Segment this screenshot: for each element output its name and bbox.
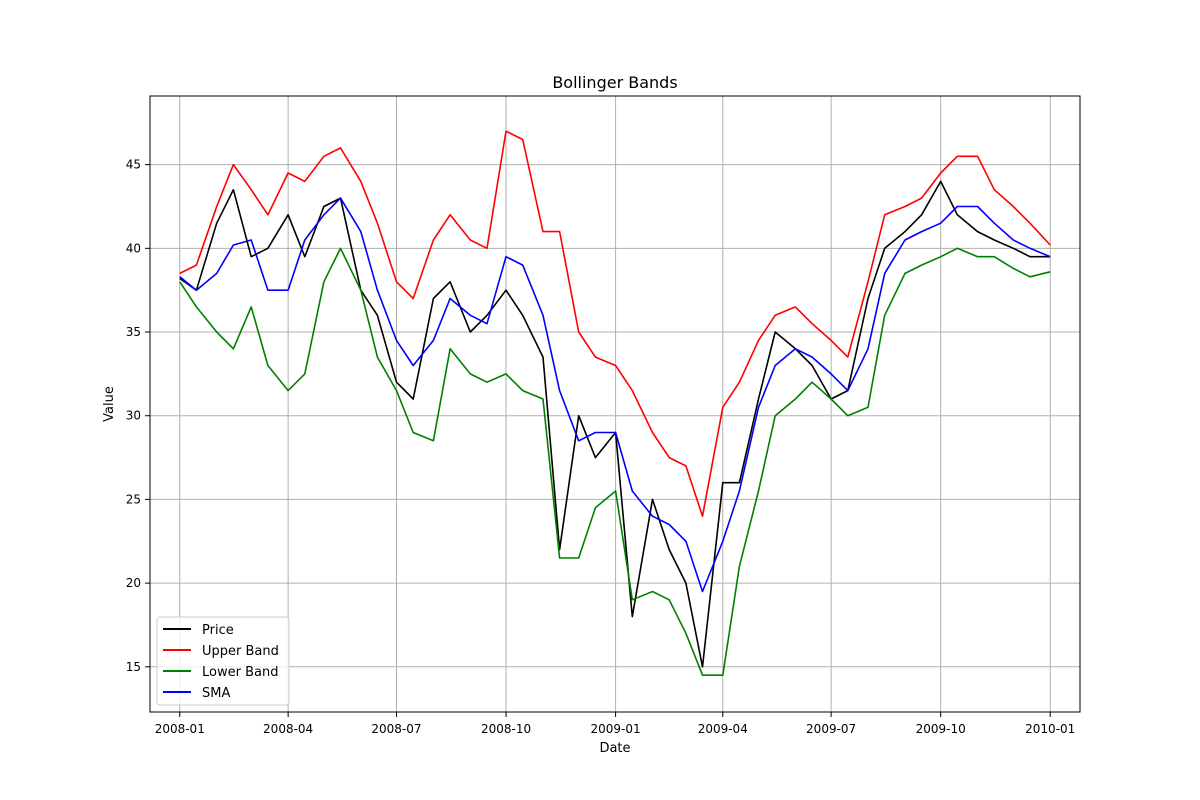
- x-tick-label: 2009-01: [591, 722, 641, 736]
- plot-frame: [149, 95, 1081, 713]
- y-tick-label: 20: [126, 576, 141, 590]
- legend-label-price: Price: [202, 623, 234, 638]
- legend-label-lower-band: Lower Band: [202, 665, 278, 680]
- x-tick-label: 2008-04: [263, 722, 313, 736]
- x-tick-label: 2008-07: [371, 722, 421, 736]
- x-axis: 2008-01 2008-04 2008-07 2008-10 2009-01 2009-…: [155, 712, 1075, 736]
- series-line-lower-band: [179, 247, 1051, 677]
- grid-lines: [150, 96, 1080, 712]
- x-tick-label: 2008-01: [155, 722, 205, 736]
- legend-label-sma: SMA: [202, 686, 230, 701]
- x-tick-label: 2010-01: [1025, 722, 1075, 736]
- y-axis-label: Value: [102, 386, 117, 422]
- y-tick-label: 25: [126, 492, 141, 506]
- chart-title: Bollinger Bands: [552, 73, 677, 92]
- series-lines: [179, 130, 1051, 677]
- x-tick-label: 2009-04: [698, 722, 748, 736]
- y-tick-label: 15: [126, 660, 141, 674]
- y-tick-label: 30: [126, 409, 141, 423]
- x-tick-label: 2009-07: [806, 722, 856, 736]
- x-tick-label: 2009-10: [916, 722, 966, 736]
- legend-box: [156, 616, 290, 706]
- legend: Price Upper Band Lower Band SMA: [156, 616, 290, 706]
- y-axis: 15 20 25 30 35 40 45: [126, 158, 150, 674]
- x-tick-label: 2008-10: [481, 722, 531, 736]
- y-tick-label: 40: [126, 241, 141, 255]
- series-line-upper-band: [179, 130, 1051, 518]
- y-tick-label: 35: [126, 325, 141, 339]
- legend-label-upper-band: Upper Band: [202, 644, 279, 659]
- y-tick-label: 45: [126, 158, 141, 172]
- x-axis-label: Date: [599, 741, 630, 756]
- series-line-sma: [179, 197, 1051, 593]
